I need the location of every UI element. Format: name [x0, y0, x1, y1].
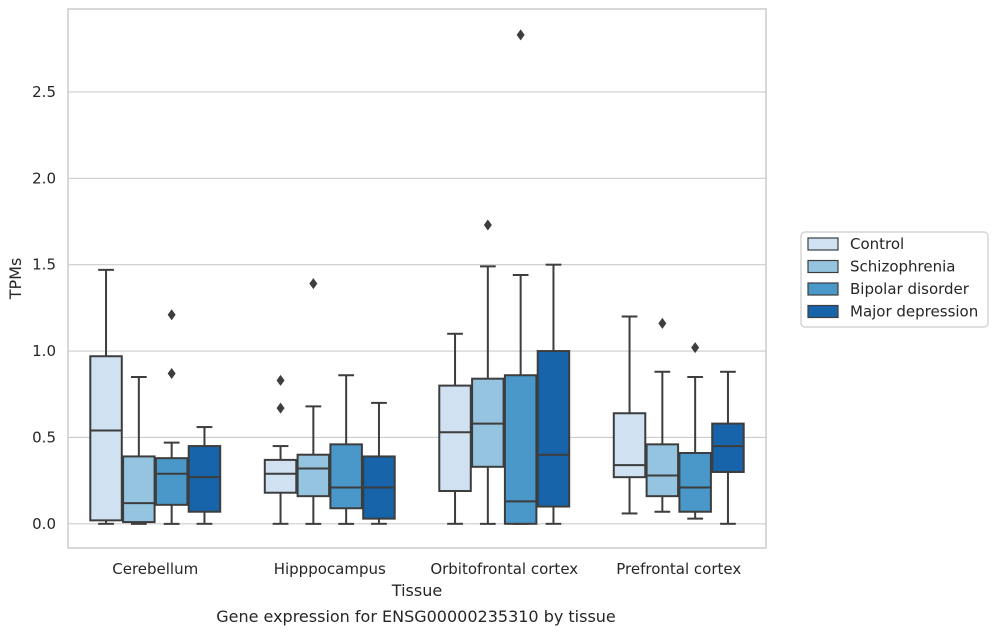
y-tick-label: 1.5	[32, 256, 56, 274]
y-tick-label: 0.0	[32, 515, 56, 533]
y-tick-label: 2.5	[32, 83, 56, 101]
outlier-point	[309, 278, 318, 290]
plot-frame	[67, 8, 767, 549]
legend-swatch	[807, 237, 839, 251]
x-tick-label: Prefrontal cortex	[616, 560, 741, 578]
box-major-depression	[362, 401, 396, 525]
box-schizophrenia	[645, 317, 680, 513]
box-schizophrenia	[471, 219, 505, 525]
x-axis-label: Tissue	[391, 581, 442, 600]
outlier-point	[276, 402, 285, 414]
box-major-depression	[711, 370, 745, 525]
legend: Control Schizophrenia Bipolar disorder Majo…	[800, 231, 989, 328]
box-schizophrenia	[296, 278, 331, 525]
box-marks	[89, 29, 745, 525]
grid-lines	[68, 91, 766, 525]
box-control	[612, 315, 647, 515]
box-schizophrenia	[122, 375, 156, 525]
x-tick-label: Hipppocampus	[274, 560, 386, 578]
outlier-point	[516, 29, 525, 41]
box-iqr	[329, 443, 363, 510]
legend-swatch	[807, 259, 839, 274]
legend-swatch	[807, 282, 839, 296]
y-axis-label: TPMs	[6, 258, 25, 301]
box-iqr	[612, 412, 647, 479]
box-iqr	[187, 445, 222, 513]
box-iqr	[711, 422, 745, 473]
y-tick-label: 0.5	[32, 428, 56, 446]
outlier-point	[167, 368, 176, 380]
outlier-point	[276, 374, 285, 386]
box-iqr	[678, 451, 712, 513]
box-iqr	[645, 443, 680, 498]
box-iqr	[263, 458, 298, 494]
box-bipolar-disorder	[329, 374, 363, 525]
box-iqr	[154, 457, 189, 506]
chart-caption: Gene expression for ENSG00000235310 by t…	[216, 607, 616, 626]
outlier-point	[658, 317, 667, 329]
legend-label: Major depression	[850, 303, 978, 321]
legend-frame	[800, 231, 989, 328]
x-tick-labels: Cerebellum Hipppocampus Orbitofrontal cort…	[112, 560, 741, 578]
legend-label: Bipolar disorder	[850, 280, 970, 298]
box-iqr	[122, 455, 156, 524]
outlier-point	[691, 342, 700, 354]
y-tick-labels: 0.0 0.5 1.0 1.5 2.0 2.5	[32, 83, 56, 533]
box-major-depression	[536, 263, 571, 525]
box-bipolar-disorder	[678, 342, 712, 520]
outlier-point	[167, 309, 176, 321]
outlier-point	[483, 219, 492, 231]
y-tick-label: 1.0	[32, 342, 56, 360]
box-iqr	[438, 384, 472, 492]
box-bipolar-disorder	[503, 29, 538, 525]
x-tick-label: Orbitofrontal cortex	[430, 560, 578, 578]
box-control	[438, 332, 472, 525]
box-control	[263, 374, 298, 525]
legend-swatch	[807, 304, 839, 319]
box-iqr	[89, 355, 123, 522]
y-tick-label: 2.0	[32, 169, 56, 187]
box-iqr	[503, 374, 538, 525]
box-iqr	[296, 453, 331, 498]
x-tick-label: Cerebellum	[112, 560, 198, 578]
legend-label: Schizophrenia	[850, 258, 955, 276]
box-iqr	[536, 350, 571, 508]
box-bipolar-disorder	[154, 309, 189, 525]
box-control	[89, 268, 123, 525]
box-major-depression	[187, 426, 222, 525]
legend-label: Control	[850, 235, 904, 253]
